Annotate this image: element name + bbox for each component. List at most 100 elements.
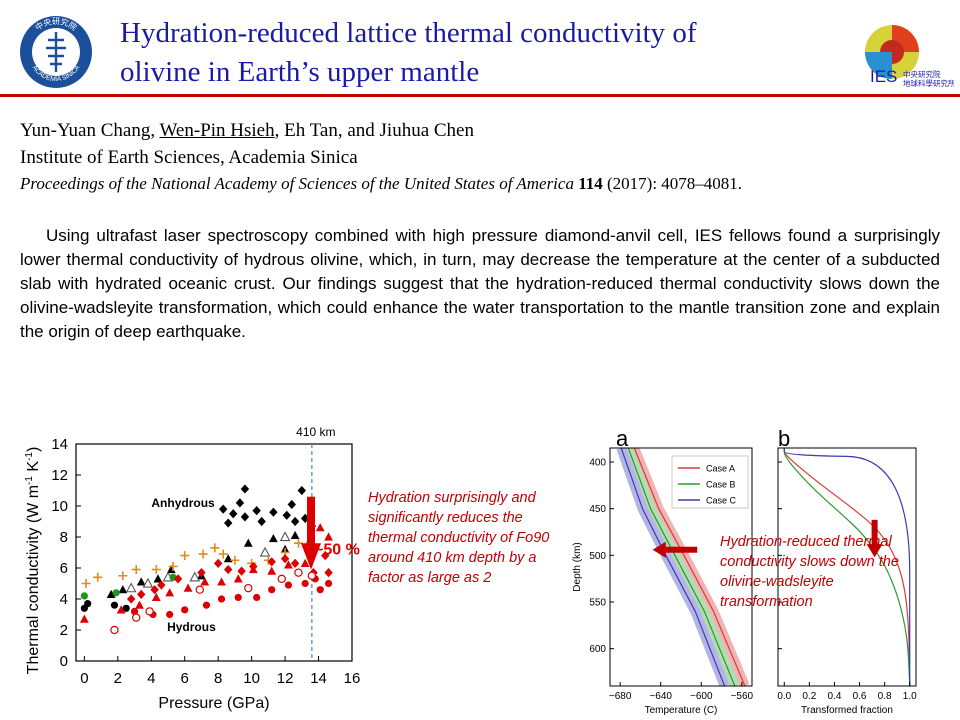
logo-emblem <box>46 32 66 72</box>
data-point <box>145 607 154 616</box>
y-tick-label: 6 <box>60 560 68 577</box>
x-tick-label: 14 <box>310 670 327 687</box>
journal-pages: (2017): 4078–4081. <box>602 174 743 193</box>
data-point <box>112 589 120 597</box>
panel-label-a: a <box>616 426 629 451</box>
data-point <box>127 594 136 604</box>
x-tick-label: 10 <box>243 670 260 687</box>
header-rule <box>0 94 960 97</box>
x-tick-label: 0.4 <box>828 691 842 702</box>
data-point <box>240 512 250 522</box>
y-axis-label: Depth (km) <box>572 542 583 591</box>
anhydrous-label: Anhydrous <box>151 496 215 510</box>
data-point <box>131 565 141 575</box>
data-point <box>284 560 293 569</box>
series-line <box>620 448 726 686</box>
data-point <box>80 592 88 600</box>
panel-a-series <box>616 448 750 686</box>
data-point <box>307 571 317 580</box>
panel-b-arrow-shaft <box>871 519 878 546</box>
data-point <box>267 557 276 567</box>
data-point <box>106 589 116 598</box>
x-tick-label: 0.8 <box>878 691 892 702</box>
data-point <box>279 531 291 542</box>
data-point <box>202 601 211 609</box>
title-line-1: Hydration-reduced lattice thermal conduc… <box>120 17 697 49</box>
data-point <box>136 577 146 586</box>
data-point <box>294 568 303 577</box>
data-point <box>230 555 240 565</box>
x-axis-label: Temperature (C) <box>645 705 718 716</box>
author-list: Yun-Yuan Chang, Wen-Pin Hsieh, Eh Tan, a… <box>20 120 474 142</box>
x-tick-label: 0.0 <box>777 691 791 702</box>
data-point <box>122 604 130 612</box>
ies-text: IES <box>870 67 897 86</box>
title-line-2: olivine in Earth’s upper mantle <box>120 56 480 88</box>
y-tick-label: 550 <box>589 598 606 609</box>
conductivity-chart: 0 2 4 6 8 10 12 14 16 0 2 4 6 8 10 12 14 Pressure (GPa) Th… <box>24 425 361 712</box>
data-point <box>168 561 178 571</box>
y-tick-label: 12 <box>51 467 68 484</box>
data-point <box>217 577 226 586</box>
data-point <box>316 586 324 594</box>
data-point <box>116 605 126 614</box>
data-point <box>219 504 228 514</box>
data-point <box>150 585 159 595</box>
x-axis-label: Pressure (GPa) <box>158 695 269 712</box>
panel-b-series <box>783 448 911 686</box>
panel-a-arrow-head <box>652 541 666 558</box>
logo-text-top: 中央研究院 <box>33 16 79 32</box>
410km-label: 410 km <box>296 425 335 439</box>
y-tick-label: 600 <box>589 644 606 655</box>
ies-globe-sea <box>865 52 892 79</box>
reduction-arrow-head <box>301 543 322 570</box>
data-point <box>235 498 245 508</box>
ies-cn-top: 中央研究院 <box>903 69 941 79</box>
data-point <box>324 568 333 578</box>
data-point <box>142 577 154 588</box>
journal-volume: 114 <box>578 174 603 193</box>
legend-entry: Case A <box>706 464 735 474</box>
x-tick-label: 0.2 <box>802 691 816 702</box>
y-tick-label: 450 <box>589 504 606 515</box>
data-point <box>301 579 309 588</box>
author-rest: , Eh Tan, and Jiuhua Chen <box>274 120 474 141</box>
x-axis-label: Transformed fraction <box>801 705 893 716</box>
data-point <box>183 583 193 592</box>
data-point <box>135 600 144 609</box>
data-point <box>118 571 128 581</box>
data-point <box>290 558 300 568</box>
data-point <box>233 574 243 583</box>
right-annotation: Hydration-reduced thermal conductivity s… <box>720 534 899 610</box>
x-tick-label: 6 <box>181 670 189 687</box>
data-point <box>217 595 226 603</box>
reduction-label: ~50 % <box>314 541 360 558</box>
data-point <box>180 551 190 561</box>
data-point <box>110 625 119 635</box>
abstract-paragraph: Using ultrafast laser spectroscopy combi… <box>20 226 940 341</box>
x-tick-label: 0 <box>80 670 88 687</box>
data-point <box>181 606 189 614</box>
data-point <box>197 568 206 578</box>
data-point <box>253 593 261 602</box>
y-tick-label: 0 <box>60 653 68 670</box>
data-point <box>269 507 278 517</box>
data-point <box>137 589 146 599</box>
data-point <box>259 546 271 557</box>
reduction-arrow-shaft <box>307 496 316 547</box>
panel-b-frame <box>777 447 917 687</box>
data-point <box>257 516 266 527</box>
x-tick-label: 16 <box>344 670 361 687</box>
data-point <box>243 538 253 547</box>
data-point <box>268 533 278 543</box>
data-point <box>213 558 223 568</box>
data-point <box>252 506 261 516</box>
data-point <box>81 579 91 588</box>
data-point <box>195 585 204 594</box>
x-tick-label: −560 <box>731 691 754 702</box>
data-point <box>290 516 300 527</box>
data-point <box>125 582 137 593</box>
data-point <box>284 581 293 589</box>
data-point <box>324 579 333 588</box>
x-tick-label: −680 <box>609 691 632 702</box>
